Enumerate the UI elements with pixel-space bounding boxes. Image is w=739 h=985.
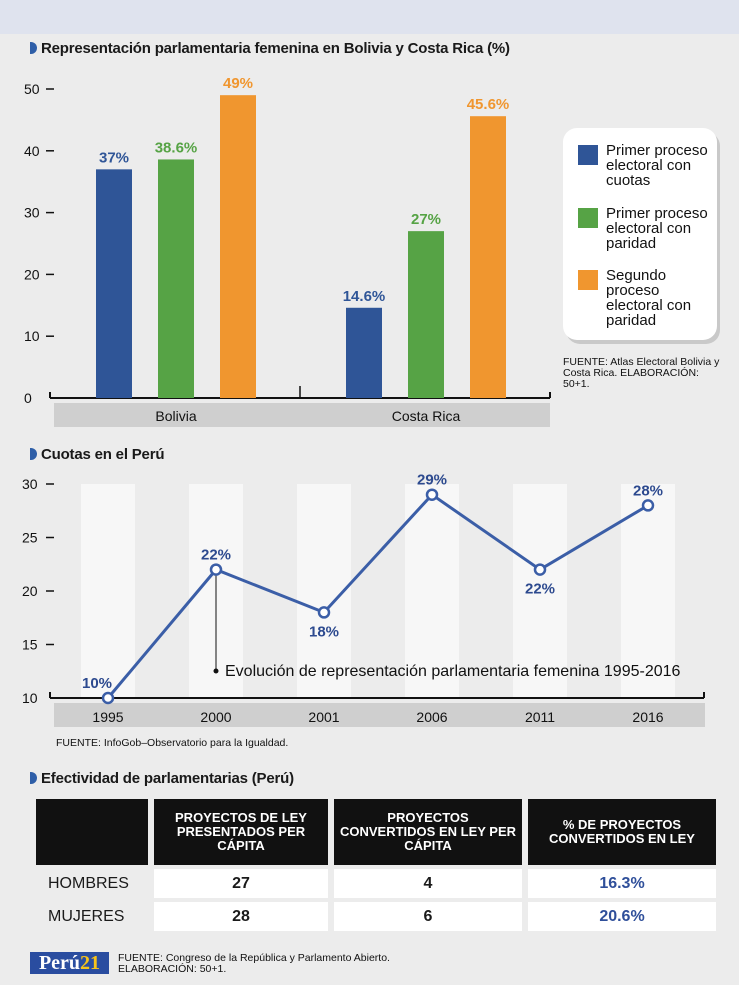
bar: [346, 307, 382, 398]
table-header: PROYECTOS CONVERTIDOS EN LEY PER CÁPITA: [334, 799, 522, 865]
data-point: [533, 563, 547, 576]
bar-value-label: 37%: [99, 149, 129, 166]
bar: [96, 169, 132, 398]
line-chart: 10 15 20 25 30 Evolución de representación pa…: [22, 472, 705, 727]
legend-swatch-blue: [578, 145, 598, 165]
top-band: [0, 0, 739, 34]
table-cell: 4: [334, 869, 522, 898]
legend-label: Primer proceso electoral con cuotas: [606, 142, 708, 189]
y-tick-label: 20: [24, 266, 40, 282]
y-tick-label: 40: [24, 143, 40, 159]
series-line: [106, 492, 649, 699]
table-cell: 6: [334, 902, 522, 931]
bar-chart-source: FUENTE: Atlas Electoral Bolivia y Costa …: [563, 356, 720, 390]
data-point: [101, 691, 115, 705]
effectiveness-table: PROYECTOS DE LEY PRESENTADOS PER CÁPITA …: [30, 795, 722, 935]
point-value-label: 22%: [201, 547, 231, 564]
table-source: FUENTE: Congreso de la República y Parla…: [118, 952, 390, 975]
y-tick-label: 10: [24, 328, 40, 344]
title-marker-icon: [30, 42, 37, 54]
data-point: [209, 563, 223, 576]
point-value-label: 18%: [309, 623, 339, 640]
bar-value-label: 45.6%: [467, 96, 510, 113]
legend-item-cuotas: Primer proceso electoral con cuotas: [578, 143, 716, 188]
row-label: MUJERES: [48, 907, 125, 925]
y-tick-label: 30: [24, 205, 40, 221]
table-row: HOMBRES 27 4 16.3%: [36, 869, 716, 898]
column-stripe: [81, 484, 135, 698]
data-point: [317, 606, 331, 619]
bar: [220, 95, 256, 399]
bar: [158, 159, 194, 398]
bar: [408, 231, 444, 398]
category-band: [54, 403, 550, 427]
title-marker-icon: [30, 448, 37, 460]
column-stripe: [513, 484, 567, 698]
x-tick-label: 2011: [525, 709, 555, 725]
x-tick-label: 2006: [416, 709, 447, 725]
legend-swatch-orange: [578, 270, 598, 290]
y-tick-label: 20: [22, 583, 38, 599]
x-band: [54, 703, 705, 727]
line-chart-source: FUENTE: InfoGob–Observatorio para la Igu…: [56, 737, 289, 749]
bar-chart-title: Representación parlamentaria femenina en…: [30, 40, 510, 57]
y-tick-label: 50: [24, 81, 40, 97]
table-cell: 16.3%: [528, 869, 716, 898]
x-tick-label: 2001: [308, 709, 339, 725]
table-cell: 28: [154, 902, 328, 931]
x-tick-label: 2000: [200, 709, 231, 725]
table-corner: [36, 799, 148, 865]
bar-chart: 0 10 20 30 40 50 37% 38.6% 49% Bolivia 14.6% 27% 45.…: [24, 75, 551, 427]
x-tick-label: 2016: [632, 709, 663, 725]
x-category-label: Bolivia: [155, 408, 196, 424]
table-title: Efectividad de parlamentarias (Perú): [30, 770, 294, 787]
legend-label: Segundo proceso electoral con paridad: [606, 267, 692, 329]
x-tick-label: 1995: [92, 709, 123, 725]
legend-item-paridad-2: Segundo proceso electoral con paridad: [578, 268, 701, 328]
point-value-label: 29%: [417, 472, 447, 489]
bar-value-label: 14.6%: [343, 288, 386, 305]
bar-value-label: 38.6%: [155, 139, 198, 156]
data-point: [641, 499, 655, 512]
annotation-text: Evolución de representación parlamentari…: [225, 663, 681, 680]
row-label: HOMBRES: [48, 874, 129, 892]
table-row: MUJERES 28 6 20.6%: [36, 902, 716, 931]
annotation-dot: [213, 668, 219, 674]
bar-chart-legend: Primer proceso electoral con cuotas Prim…: [563, 128, 717, 340]
point-value-label: 28%: [633, 482, 663, 499]
column-stripe: [621, 484, 675, 698]
column-stripe: [405, 484, 459, 698]
y-tick-label: 0: [24, 390, 32, 406]
y-tick-label: 10: [22, 690, 38, 706]
table-cell: 20.6%: [528, 902, 716, 931]
bar-value-label: 27%: [411, 211, 441, 228]
legend-item-paridad-1: Primer proceso electoral con paridad: [578, 206, 716, 251]
table-header: % DE PROYECTOS CONVERTIDOS EN LEY: [528, 799, 716, 865]
y-tick-label: 30: [22, 476, 38, 492]
point-value-label: 22%: [525, 581, 555, 598]
data-point: [425, 488, 439, 501]
title-marker-icon: [30, 772, 37, 784]
y-tick-label: 25: [22, 530, 38, 546]
table-header: PROYECTOS DE LEY PRESENTADOS PER CÁPITA: [154, 799, 328, 865]
peru21-logo: Perú21: [30, 952, 109, 974]
y-tick-label: 15: [22, 637, 38, 653]
bar: [470, 116, 506, 398]
legend-label: Primer proceso electoral con paridad: [606, 205, 708, 252]
line-chart-title: Cuotas en el Perú: [30, 446, 165, 463]
x-category-label: Costa Rica: [392, 408, 461, 424]
table-header-row: PROYECTOS DE LEY PRESENTADOS PER CÁPITA …: [36, 799, 716, 865]
table-cell: 27: [154, 869, 328, 898]
point-value-label: 10%: [82, 675, 112, 692]
legend-swatch-green: [578, 208, 598, 228]
bar-value-label: 49%: [223, 75, 253, 92]
